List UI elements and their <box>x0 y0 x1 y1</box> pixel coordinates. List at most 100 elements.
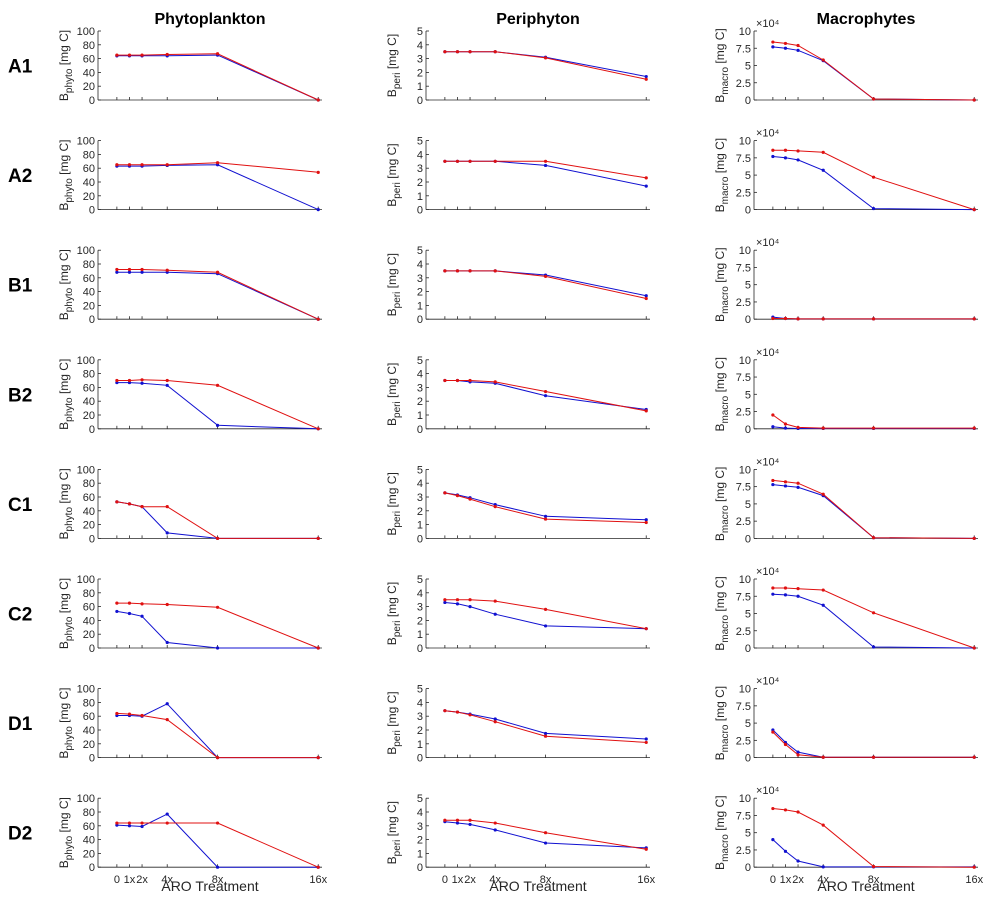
data-point-blue <box>543 731 548 736</box>
series-line-red <box>444 270 647 299</box>
data-point-red <box>783 808 788 812</box>
x-tick-label: 8x <box>868 874 880 886</box>
data-point-red <box>796 481 800 485</box>
data-point-red <box>972 646 976 650</box>
y-tick-label: 7.5 <box>736 43 751 55</box>
data-point-red <box>165 52 169 57</box>
data-point-red <box>127 163 132 167</box>
y-tick-label: 0 <box>417 205 423 217</box>
series-line-red <box>116 379 319 430</box>
y-tick-label: 100 <box>77 26 95 38</box>
y-tick-label: 40 <box>83 506 95 518</box>
y-tick-label: 1 <box>417 739 423 751</box>
data-point-red <box>443 159 447 163</box>
panel-periphyton-a2: 0 1 2 3 45 Bperi [mg C] <box>385 136 650 217</box>
x-axis-title-macrophytes: ARO Treatment <box>817 878 914 894</box>
y-tick-label: 7.5 <box>736 262 751 274</box>
data-point-red <box>644 627 648 631</box>
y-tick-label: 2 <box>417 67 423 79</box>
data-point-red <box>127 267 132 272</box>
y-axis-title: Bphyto [mg C] <box>57 140 75 211</box>
y-axis-title: Bmacro [mg C] <box>713 138 731 212</box>
series-line-red <box>444 819 647 850</box>
y-tick-label: 60 <box>83 54 95 66</box>
data-point-red <box>543 517 548 521</box>
y-tick-label: 2.5 <box>736 845 751 857</box>
y-tick-label: 80 <box>83 259 95 271</box>
y-tick-label: 3 <box>417 602 423 614</box>
y-axis-title: Bmacro [mg C] <box>713 357 731 431</box>
data-point-red <box>316 646 320 650</box>
y-tick-label: 2 <box>417 287 423 299</box>
y-tick-label: 1 <box>417 629 423 641</box>
y-tick-label: 20 <box>83 410 95 422</box>
y-tick-label: 60 <box>83 821 95 833</box>
y-tick-label: 10 <box>739 684 751 696</box>
y-tick-label: 2 <box>417 396 423 408</box>
data-point-red <box>972 865 976 869</box>
x-tick-label: 2x <box>792 874 804 886</box>
data-point-red <box>972 208 976 212</box>
series-line-blue <box>444 492 647 521</box>
data-point-red <box>127 502 132 506</box>
data-point-red <box>468 818 472 822</box>
data-point-red <box>783 742 788 747</box>
y-exponent-label: ×10⁴ <box>756 566 780 578</box>
y-tick-label: 1 <box>417 300 423 312</box>
data-point-red <box>215 161 220 165</box>
y-tick-label: 5 <box>417 245 423 257</box>
y-tick-label: 60 <box>83 711 95 723</box>
data-point-blue <box>821 603 825 607</box>
data-point-red <box>215 270 220 274</box>
data-point-blue <box>543 624 548 628</box>
data-point-blue <box>543 841 548 845</box>
y-tick-label: 5 <box>745 499 751 511</box>
x-tick-label: 2x <box>464 874 476 886</box>
y-tick-label: 0 <box>745 205 751 217</box>
data-point-red <box>115 711 119 716</box>
data-point-red <box>771 478 775 483</box>
y-tick-label: 100 <box>77 793 95 805</box>
data-point-blue <box>165 702 169 706</box>
series-line-blue <box>116 813 319 868</box>
data-point-red <box>543 389 548 394</box>
data-point-blue <box>316 208 320 212</box>
data-point-red <box>115 601 119 605</box>
x-tick-label: 0 <box>114 874 120 886</box>
y-tick-label: 5 <box>417 26 423 38</box>
data-point-blue <box>796 48 800 52</box>
series-line-red <box>772 414 975 429</box>
y-axis-title: Bperi [mg C] <box>385 34 403 97</box>
data-point-blue <box>771 45 775 49</box>
data-point-red <box>468 159 472 163</box>
data-point-blue <box>783 484 788 488</box>
y-axis-title: Bperi [mg C] <box>385 801 403 864</box>
data-point-blue <box>783 593 788 597</box>
y-tick-label: 5 <box>417 574 423 586</box>
data-point-red <box>455 269 460 273</box>
y-tick-label: 0 <box>89 314 95 326</box>
y-axis-title: Bmacro [mg C] <box>713 247 731 321</box>
y-tick-label: 4 <box>417 807 423 819</box>
data-point-blue <box>140 381 144 385</box>
data-point-red <box>796 425 800 430</box>
panel-macrophytes-b2: 0 2.5 5 7.5 10 ×10⁴ Bmacro [mg C] <box>713 347 978 436</box>
y-tick-label: 0 <box>417 753 423 765</box>
x-tick-label: 2x <box>136 874 148 886</box>
y-tick-label: 5 <box>745 389 751 401</box>
data-point-red <box>783 422 788 426</box>
data-point-red <box>493 380 497 384</box>
series-line-blue <box>116 382 319 430</box>
data-point-red <box>493 821 497 825</box>
x-tick-label: 16x <box>637 874 655 886</box>
series-line-red <box>116 162 319 173</box>
y-tick-label: 2 <box>417 177 423 189</box>
y-tick-label: 0 <box>745 95 751 107</box>
y-tick-label: 80 <box>83 588 95 600</box>
x-tick-label: 4x <box>489 874 501 886</box>
y-tick-label: 60 <box>83 163 95 175</box>
data-point-blue <box>543 163 548 168</box>
column-title-periphyton: Periphyton <box>496 11 580 28</box>
